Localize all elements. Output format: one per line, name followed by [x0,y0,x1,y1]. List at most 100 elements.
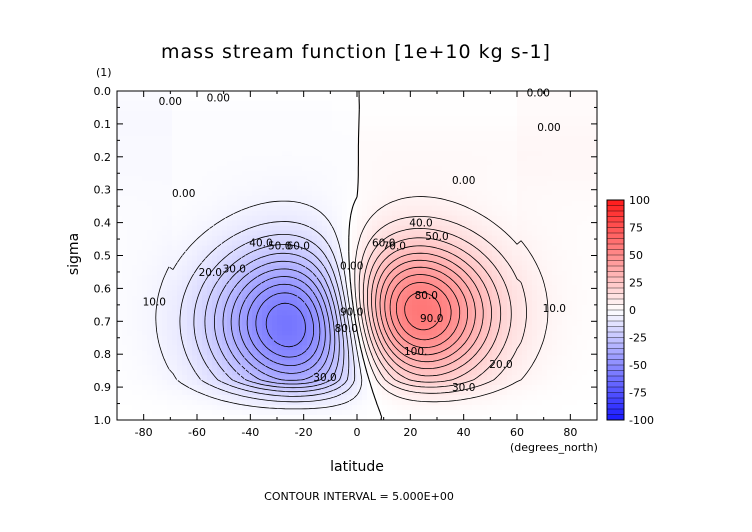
field-cell [222,270,228,277]
field-cell [362,120,368,127]
field-cell [452,165,458,172]
field-cell [217,370,223,376]
field-cell [292,380,298,386]
field-cell [182,190,188,197]
field-cell [177,270,183,277]
field-cell [167,170,173,177]
field-cell [172,245,178,252]
field-cell [487,160,493,167]
field-cell [402,210,408,217]
field-cell [437,240,443,247]
field-cell [337,355,343,361]
field-cell [267,215,273,222]
field-cell [222,335,228,341]
field-cell [277,100,283,107]
field-cell [417,150,423,157]
field-cell [232,225,238,232]
field-cell [472,140,478,147]
field-cell [302,215,308,222]
field-cell [122,375,128,381]
field-cell [192,185,198,192]
field-cell [302,230,308,237]
field-cell [452,415,458,420]
field-cell [327,91,333,97]
field-cell [392,210,398,217]
field-cell [127,275,133,282]
field-cell [272,320,278,326]
field-cell [382,255,388,262]
field-cell [277,375,283,381]
field-cell [372,195,378,202]
field-cell [407,395,413,401]
field-cell [387,335,393,341]
field-cell [392,350,398,356]
field-cell [127,120,133,127]
field-cell [277,210,283,217]
field-cell [492,240,498,247]
field-cell [137,280,143,286]
field-cell [237,265,243,272]
field-cell [422,105,428,112]
field-cell [277,230,283,237]
field-cell [157,385,163,391]
field-cell [262,160,268,167]
field-cell [437,320,443,326]
field-cell [177,295,183,301]
field-cell [422,380,428,386]
field-cell [202,95,208,102]
field-cell [432,185,438,192]
field-cell [282,155,288,162]
field-cell [487,340,493,346]
field-cell [397,165,403,172]
field-cell [362,325,368,331]
field-cell [472,91,478,97]
field-cell [192,140,198,147]
field-cell [192,360,198,366]
field-cell [317,415,323,420]
field-cell [462,315,468,321]
field-cell [377,145,383,152]
field-cell [407,415,413,420]
field-cell [427,110,433,117]
field-cell [217,305,223,311]
field-cell [257,265,263,272]
field-cell [487,91,493,97]
field-cell [162,135,168,142]
field-cell [237,405,243,411]
field-cell [207,210,213,217]
field-cell [367,105,373,112]
field-cell [442,330,448,336]
field-cell [257,330,263,336]
field-cell [192,385,198,391]
field-cell [122,195,128,202]
field-cell [237,300,243,306]
field-cell [432,330,438,336]
field-cell [377,175,383,182]
field-cell [477,230,483,237]
field-cell [182,170,188,177]
field-cell [152,225,158,232]
field-cell [357,190,363,197]
field-cell [337,375,343,381]
field-cell [182,310,188,316]
field-cell [317,410,323,416]
field-cell [262,165,268,172]
field-cell [132,305,138,311]
field-cell [257,175,263,182]
field-cell [422,285,428,291]
field-cell [342,340,348,346]
field-cell [157,340,163,346]
field-cell [282,170,288,177]
field-cell [242,190,248,197]
field-cell [422,400,428,406]
field-cell [257,415,263,420]
field-cell [492,260,498,267]
field-cell [447,415,453,420]
field-cell [332,215,338,222]
field-cell [317,150,323,157]
field-cell [342,220,348,227]
field-cell [187,325,193,331]
field-cell [382,190,388,197]
field-cell [377,340,383,346]
field-cell [252,320,258,326]
